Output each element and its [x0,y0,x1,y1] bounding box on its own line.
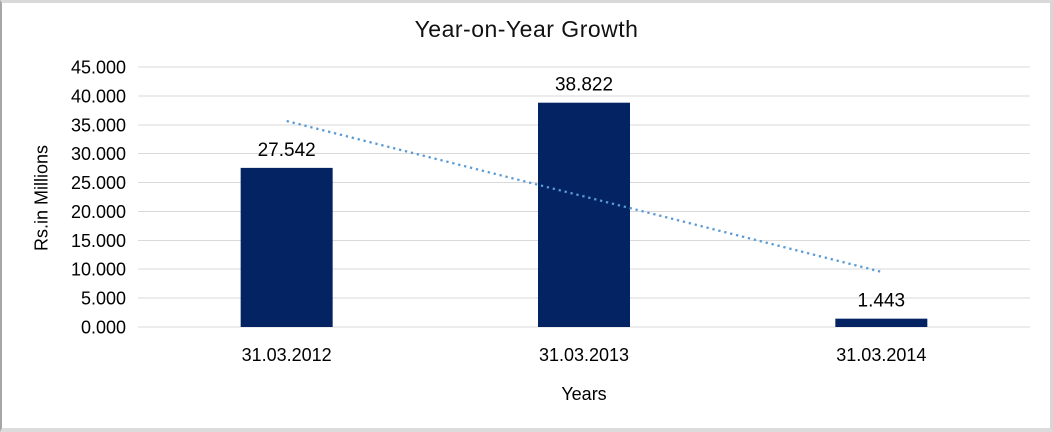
y-tick-label: 10.000 [71,260,126,280]
x-tick-label: 31.03.2012 [242,345,332,365]
y-tick-label: 5.000 [81,289,126,309]
y-tick-label: 15.000 [71,231,126,251]
y-tick-label: 35.000 [71,115,126,135]
y-tick-label: 25.000 [71,173,126,193]
chart-title: Year-on-Year Growth [414,16,639,42]
bar-value-label: 1.443 [858,291,906,312]
x-tick-label: 31.03.2013 [539,345,629,365]
bar [538,102,630,327]
x-axis-title: Years [561,384,607,404]
y-axis-title-text: Rs.in Millions [31,144,52,252]
y-tick-label: 20.000 [71,202,126,222]
y-tick-label: 30.000 [71,144,126,164]
y-tick-label: 45.000 [71,58,126,78]
trendline [286,119,882,273]
bar-value-label: 38.822 [555,75,613,96]
bar [835,318,928,327]
bar [240,167,333,327]
y-tick-label: 0.000 [81,318,126,338]
bar-value-label: 27.542 [258,140,316,161]
x-tick-label: 31.03.2014 [836,345,926,365]
y-tick-label: 40.000 [71,86,126,106]
